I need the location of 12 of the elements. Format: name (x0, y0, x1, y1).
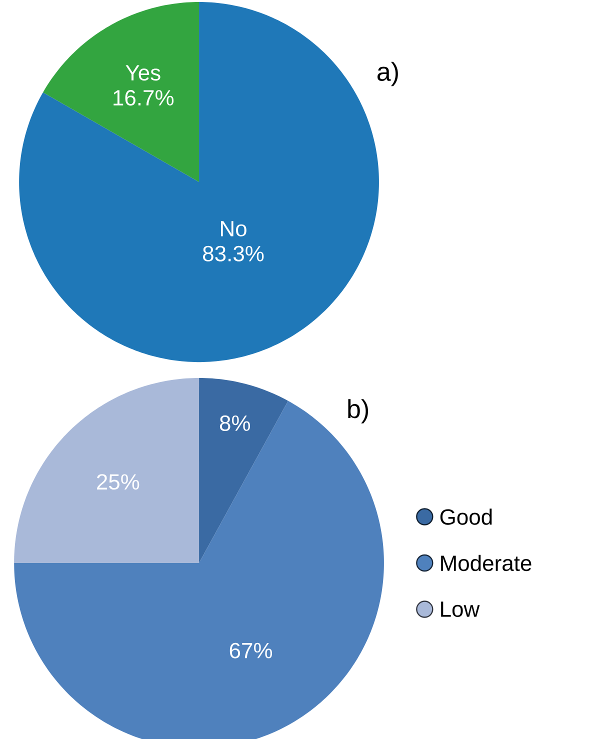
data-label: 67% (230, 642, 272, 658)
text: b) (348, 399, 368, 424)
legend-label: Good (440, 508, 492, 525)
legend-label: Moderate (441, 554, 532, 572)
legend-label: Low (441, 602, 480, 617)
slice-label: No (221, 221, 246, 236)
data-label: 8% (220, 415, 250, 431)
data-label: 16.7% (114, 90, 174, 106)
slice-label: Yes (126, 65, 160, 81)
text: a) (378, 62, 398, 86)
data-label: 25% (97, 474, 140, 490)
data-label: 83.3% (203, 246, 264, 262)
